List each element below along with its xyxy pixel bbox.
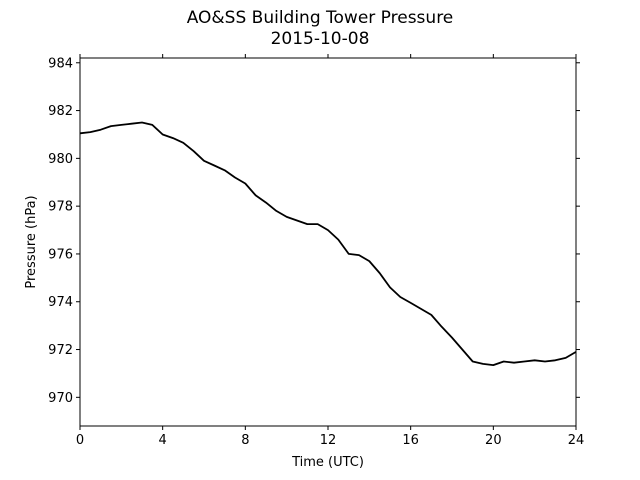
x-tick-label: 24 — [568, 433, 585, 448]
chart-subtitle: 2015-10-08 — [270, 29, 370, 49]
plot-area-frame — [79, 57, 577, 427]
y-tick-label: 972 — [48, 343, 73, 358]
x-tick-label: 20 — [485, 433, 502, 448]
y-tick-label: 974 — [48, 295, 73, 310]
y-tick-label: 976 — [48, 247, 73, 262]
y-tick-label: 980 — [48, 152, 73, 167]
x-tick-label: 4 — [159, 433, 167, 448]
x-tick-label: 16 — [402, 433, 419, 448]
y-tick-label: 978 — [48, 200, 73, 215]
x-tick-label: 12 — [320, 433, 337, 448]
pressure-series-line — [79, 121, 577, 366]
y-axis-ticks: 970 972 974 976 978 980 982 984 — [48, 56, 580, 406]
x-axis-ticks: 0 4 8 12 16 20 24 — [76, 54, 584, 448]
y-tick-label: 982 — [48, 104, 73, 119]
x-tick-label: 0 — [76, 433, 84, 448]
y-tick-label: 970 — [48, 391, 73, 406]
chart-title: AO&SS Building Tower Pressure — [186, 8, 454, 28]
y-axis-label: Pressure (hPa) — [24, 195, 39, 288]
x-axis-label: Time (UTC) — [291, 455, 364, 470]
x-tick-label: 8 — [241, 433, 249, 448]
y-tick-label: 984 — [48, 56, 73, 71]
